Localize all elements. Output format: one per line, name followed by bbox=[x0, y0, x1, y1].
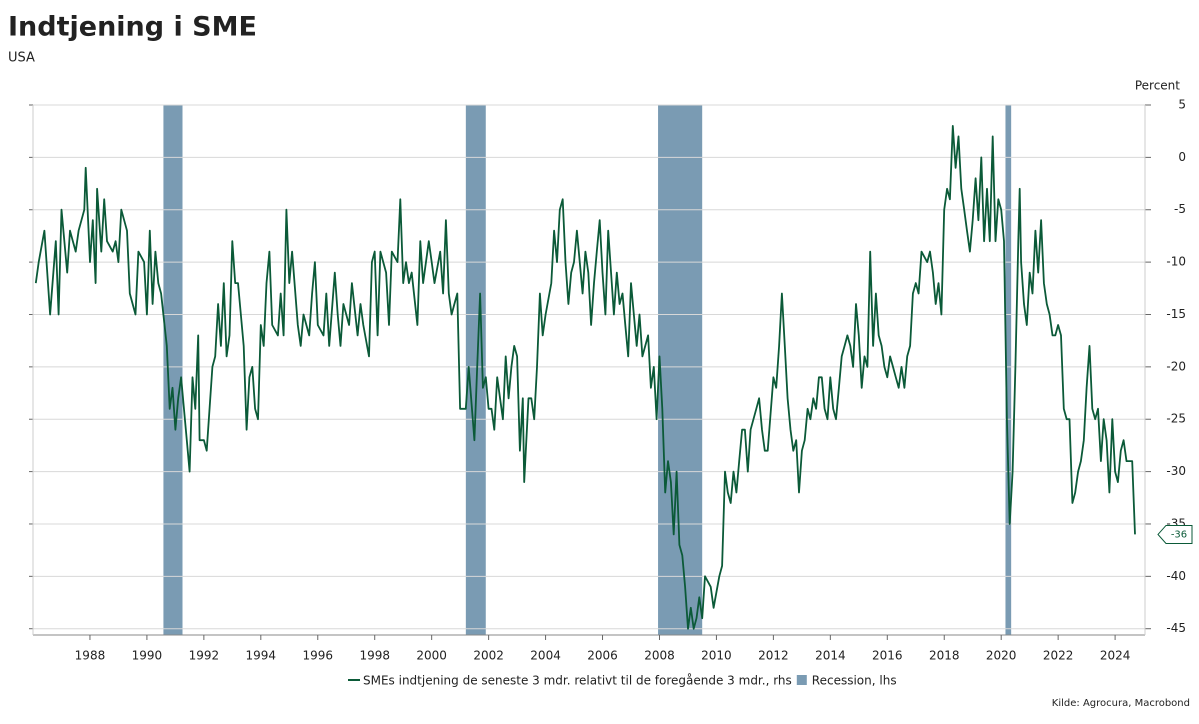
y-tick-label: -30 bbox=[1166, 464, 1186, 478]
chart-subtitle: USA bbox=[8, 51, 35, 66]
recession-band bbox=[1005, 105, 1012, 635]
x-tick-label: 2004 bbox=[530, 649, 561, 663]
x-tick-label: 1996 bbox=[302, 649, 333, 663]
source: Kilde: Agrocura, Macrobond bbox=[1052, 698, 1190, 709]
y-tick-label: -20 bbox=[1166, 359, 1186, 373]
recession-band bbox=[163, 105, 183, 635]
last-value-box bbox=[1157, 524, 1193, 544]
x-tick-label: 1998 bbox=[359, 649, 390, 663]
y-tick-label: 5 bbox=[1178, 98, 1186, 112]
last-value-label: -36 bbox=[1171, 529, 1187, 540]
y-tick-label: -5 bbox=[1174, 202, 1186, 216]
x-tick-label: 2002 bbox=[473, 649, 504, 663]
recession-band bbox=[465, 105, 486, 635]
legend-label: Recession, lhs bbox=[812, 674, 897, 688]
chart-title: Indtjening i SME bbox=[8, 12, 257, 43]
y-axis-label: Percent bbox=[1135, 79, 1180, 93]
legend-swatch bbox=[796, 675, 807, 685]
x-tick-label: 1992 bbox=[189, 649, 220, 663]
y-tick-label: -15 bbox=[1166, 307, 1186, 321]
y-tick-label: -40 bbox=[1166, 569, 1186, 583]
x-tick-label: 1990 bbox=[132, 649, 163, 663]
x-tick-label: 2010 bbox=[701, 649, 732, 663]
x-tick-label: 2014 bbox=[815, 649, 846, 663]
data-line bbox=[34, 125, 1136, 630]
x-tick-label: 1988 bbox=[75, 649, 106, 663]
y-tick-label: 0 bbox=[1178, 150, 1186, 164]
x-tick-label: 2018 bbox=[929, 649, 960, 663]
x-tick-label: 2022 bbox=[1043, 649, 1074, 663]
x-tick-label: 2012 bbox=[758, 649, 789, 663]
x-tick-label: 2024 bbox=[1100, 649, 1131, 663]
x-tick-label: 2006 bbox=[587, 649, 618, 663]
y-tick-label: -45 bbox=[1166, 621, 1186, 635]
x-tick-label: 1994 bbox=[246, 649, 277, 663]
x-tick-label: 2008 bbox=[644, 649, 675, 663]
x-tick-label: 2016 bbox=[872, 649, 903, 663]
y-tick-label: -25 bbox=[1166, 412, 1186, 426]
x-tick-label: 2000 bbox=[416, 649, 447, 663]
legend-label: SMEs indtjening de seneste 3 mdr. relati… bbox=[363, 674, 792, 688]
x-tick-label: 2020 bbox=[986, 649, 1017, 663]
y-tick-label: -10 bbox=[1166, 255, 1186, 269]
recession-band bbox=[658, 105, 703, 635]
